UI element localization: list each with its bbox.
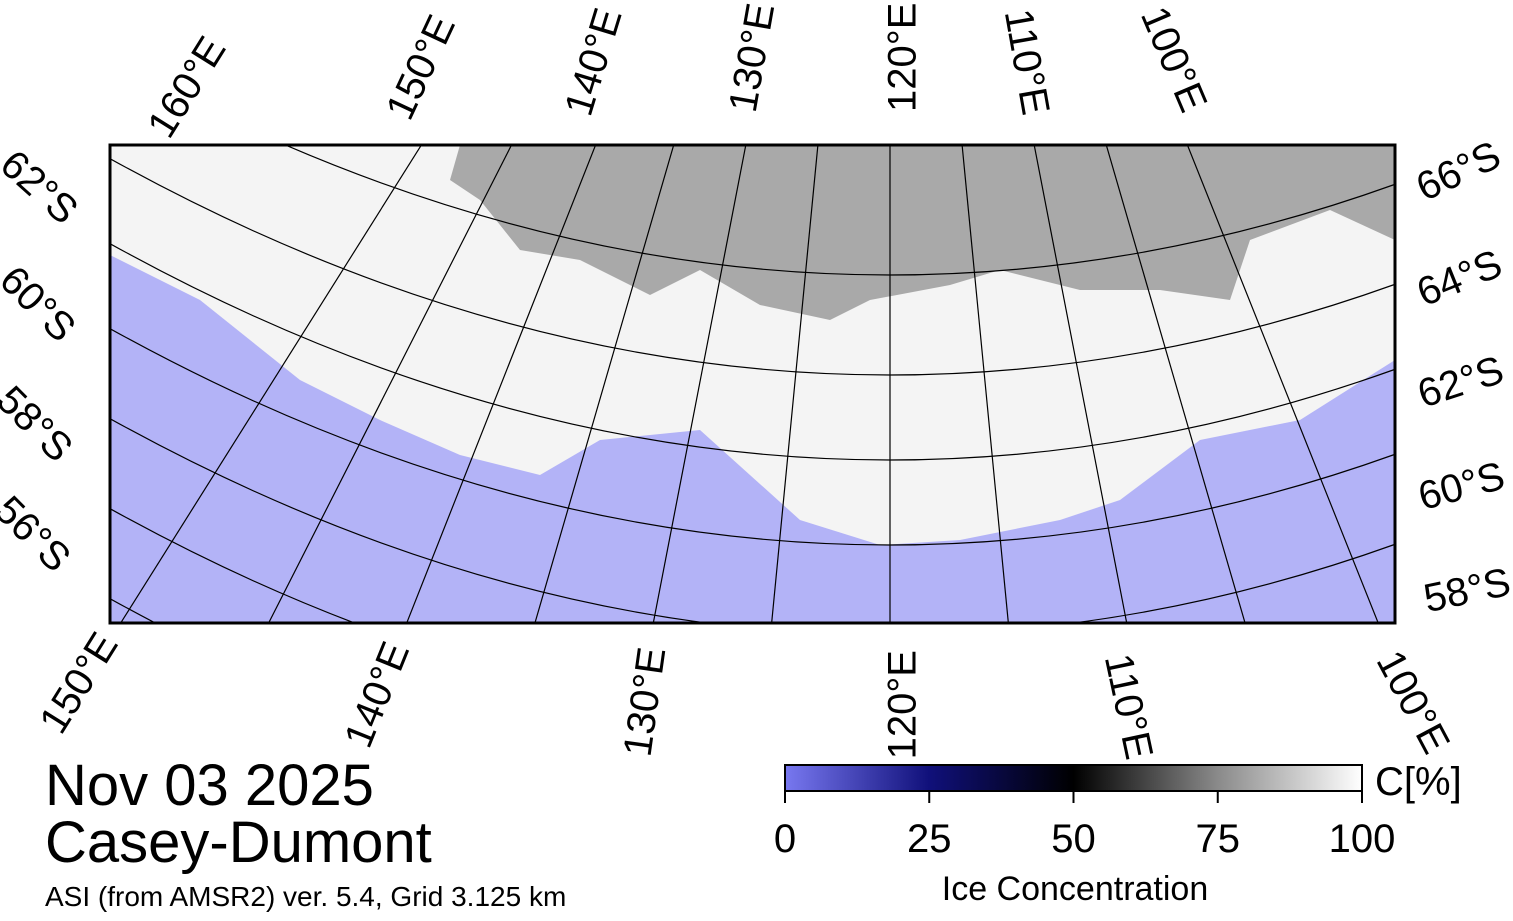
colorbar-tick-label: 50 xyxy=(1051,817,1096,861)
product: ASI (from AMSR2) ver. 5.4, Grid 3.125 km xyxy=(45,881,566,912)
graticule-label: 60°S xyxy=(1414,454,1510,519)
land xyxy=(450,145,1395,320)
colorbar-unit: C[%] xyxy=(1375,760,1462,804)
graticule-label: 140°E xyxy=(557,3,631,121)
colorbar-label: Ice Concentration xyxy=(942,870,1209,908)
graticule-label: 130°E xyxy=(721,0,783,115)
graticule-label: 130°E xyxy=(616,645,675,759)
graticule-label: 62°S xyxy=(1412,348,1509,417)
graticule-label: 60°S xyxy=(0,258,84,351)
graticule-label: 64°S xyxy=(1411,242,1508,315)
graticule-label: 110°E xyxy=(1096,650,1161,763)
graticule-label: 62°S xyxy=(0,142,86,233)
graticule-label: 58°S xyxy=(0,378,81,471)
graticule-label: 66°S xyxy=(1410,133,1508,210)
colorbar-tick-label: 100 xyxy=(1329,817,1396,861)
graticule-label: 100°E xyxy=(1132,0,1215,118)
graticule-label: 150°E xyxy=(378,9,464,127)
colorbar-tick-label: 25 xyxy=(907,817,952,861)
graticule-label: 120°E xyxy=(881,3,925,112)
region: Casey-Dumont xyxy=(45,810,432,875)
graticule-label: 120°E xyxy=(881,650,925,759)
map-frame xyxy=(108,143,1397,625)
colorbar-tick-label: 0 xyxy=(774,817,796,861)
graticule-label: 58°S xyxy=(1420,560,1513,621)
colorbar-tick-label: 75 xyxy=(1196,817,1241,861)
map xyxy=(110,145,1395,623)
graticule-label: 110°E xyxy=(996,6,1058,118)
graticule-label: 56°S xyxy=(0,488,79,581)
graticule xyxy=(110,145,1395,623)
graticule-label: 100°E xyxy=(1368,644,1458,761)
graticule-label: 160°E xyxy=(139,29,234,145)
date: Nov 03 2025 xyxy=(45,753,374,818)
colorbar xyxy=(784,764,1363,792)
graticule-label: 140°E xyxy=(336,636,418,754)
graticule-label: 150°E xyxy=(31,625,126,741)
